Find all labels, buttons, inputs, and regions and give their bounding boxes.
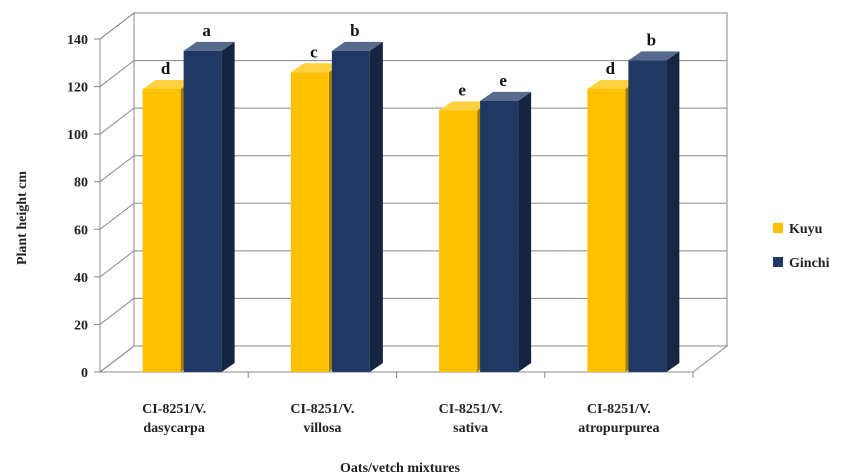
category-label: CI-8251/V. xyxy=(142,402,206,417)
bars: d a c b e e d b xyxy=(142,21,680,373)
significance-letter: d xyxy=(606,59,616,78)
bar-ginchi: b xyxy=(331,21,383,373)
category-label: villosa xyxy=(303,421,341,436)
legend-item-ginchi: Ginchi xyxy=(773,256,830,271)
legend: Kuyu Ginchi xyxy=(773,222,830,271)
category-label: CI-8251/V. xyxy=(439,402,503,417)
y-tick-label: 40 xyxy=(74,271,88,286)
side-wall xyxy=(99,11,135,374)
bar-side xyxy=(369,41,383,373)
gridline xyxy=(99,12,727,40)
gridline xyxy=(99,60,727,87)
legend-swatch xyxy=(773,223,783,233)
significance-letter: e xyxy=(458,80,466,99)
y-tick-label: 100 xyxy=(67,128,88,143)
bar-ginchi: b xyxy=(628,30,680,373)
y-tick-label: 20 xyxy=(74,318,88,333)
y-tick-label: 60 xyxy=(74,223,88,238)
bar-front xyxy=(439,110,478,372)
y-tick-labels: 0 20 40 60 80 100 120 140 xyxy=(67,33,88,381)
significance-letter: b xyxy=(350,21,359,40)
category-label: sativa xyxy=(453,421,488,436)
bar-top xyxy=(480,91,532,101)
y-tick-label: 140 xyxy=(67,33,88,48)
x-axis-label: Oats/vetch mixtures xyxy=(340,461,460,476)
y-tick-label: 80 xyxy=(74,176,88,191)
y-axis-label: Plant height cm xyxy=(15,171,30,265)
category-label: CI-8251/V. xyxy=(587,402,651,417)
category-label: atropurpurea xyxy=(578,421,659,436)
bar-side xyxy=(518,91,532,372)
bar-front xyxy=(480,100,519,372)
significance-letter: b xyxy=(647,30,656,49)
bar-top xyxy=(439,101,491,111)
legend-label: Ginchi xyxy=(789,256,830,271)
bar-top xyxy=(628,51,680,61)
bar-ginchi: e xyxy=(480,71,532,372)
bar-top xyxy=(290,63,342,73)
bar-top xyxy=(183,41,235,51)
bar-top xyxy=(331,41,383,51)
significance-letter: c xyxy=(310,42,318,61)
bar-top xyxy=(587,79,639,89)
category-labels: CI-8251/V. dasycarpa CI-8251/V. villosa CI-8… xyxy=(142,402,659,436)
significance-letter: d xyxy=(161,59,171,78)
category-label: dasycarpa xyxy=(143,421,204,436)
bar-front xyxy=(628,60,667,373)
category-label: CI-8251/V. xyxy=(290,402,354,417)
bar-front xyxy=(331,50,370,373)
bar-side xyxy=(221,41,235,373)
significance-letter: a xyxy=(202,21,211,40)
y-tick-label: 0 xyxy=(81,366,88,381)
bar-top xyxy=(142,79,194,89)
legend-swatch xyxy=(773,257,783,267)
legend-item-kuyu: Kuyu xyxy=(773,222,823,237)
bar-front xyxy=(290,72,329,373)
legend-label: Kuyu xyxy=(789,222,823,237)
y-tick-label: 120 xyxy=(67,81,88,96)
bar-front xyxy=(183,50,222,373)
significance-letter: e xyxy=(499,71,507,90)
bar-ginchi: a xyxy=(183,21,235,373)
bar-side xyxy=(666,51,680,373)
bar-front xyxy=(142,88,181,372)
bar-front xyxy=(587,88,626,372)
